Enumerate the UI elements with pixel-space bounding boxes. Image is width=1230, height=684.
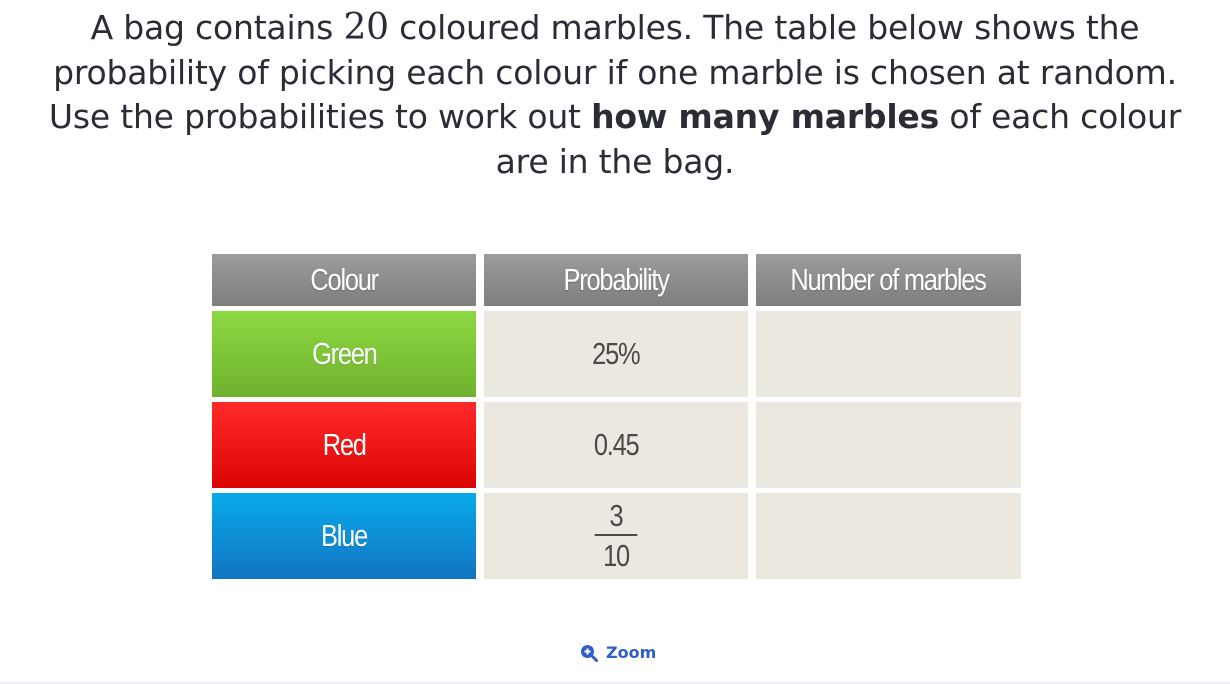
header-number-of-marbles: Number of marbles <box>756 254 1021 306</box>
fraction-bar <box>594 534 638 536</box>
question-part-1: A bag contains <box>90 8 344 47</box>
probability-red: 0.45 <box>484 402 748 488</box>
marbles-red <box>756 402 1021 488</box>
divider <box>0 682 1230 684</box>
question-part-2: coloured marbles. The table below shows … <box>48 8 1177 136</box>
marbles-blue <box>756 493 1021 579</box>
zoom-label: Zoom <box>606 643 657 662</box>
zoom-button[interactable]: Zoom <box>580 643 656 662</box>
fraction-denominator: 10 <box>603 538 630 573</box>
question-part-3: of each colour are in the bag. <box>495 97 1182 181</box>
probability-blue: 3 10 <box>484 493 748 579</box>
marble-total: 20 <box>343 7 389 48</box>
question-text: A bag contains 20 coloured marbles. The … <box>20 6 1210 184</box>
fraction-numerator: 3 <box>609 498 624 533</box>
marbles-green <box>756 311 1021 397</box>
header-probability: Probability <box>484 254 748 306</box>
header-colour: Colour <box>212 254 476 306</box>
probability-green: 25% <box>484 311 748 397</box>
colour-green: Green <box>212 311 476 397</box>
probability-table: Colour Probability Number of marbles Gre… <box>212 254 1021 579</box>
colour-blue: Blue <box>212 493 476 579</box>
fraction: 3 10 <box>594 498 638 573</box>
question-emphasis: how many marbles <box>591 97 940 136</box>
colour-red: Red <box>212 402 476 488</box>
zoom-in-icon <box>580 644 598 662</box>
